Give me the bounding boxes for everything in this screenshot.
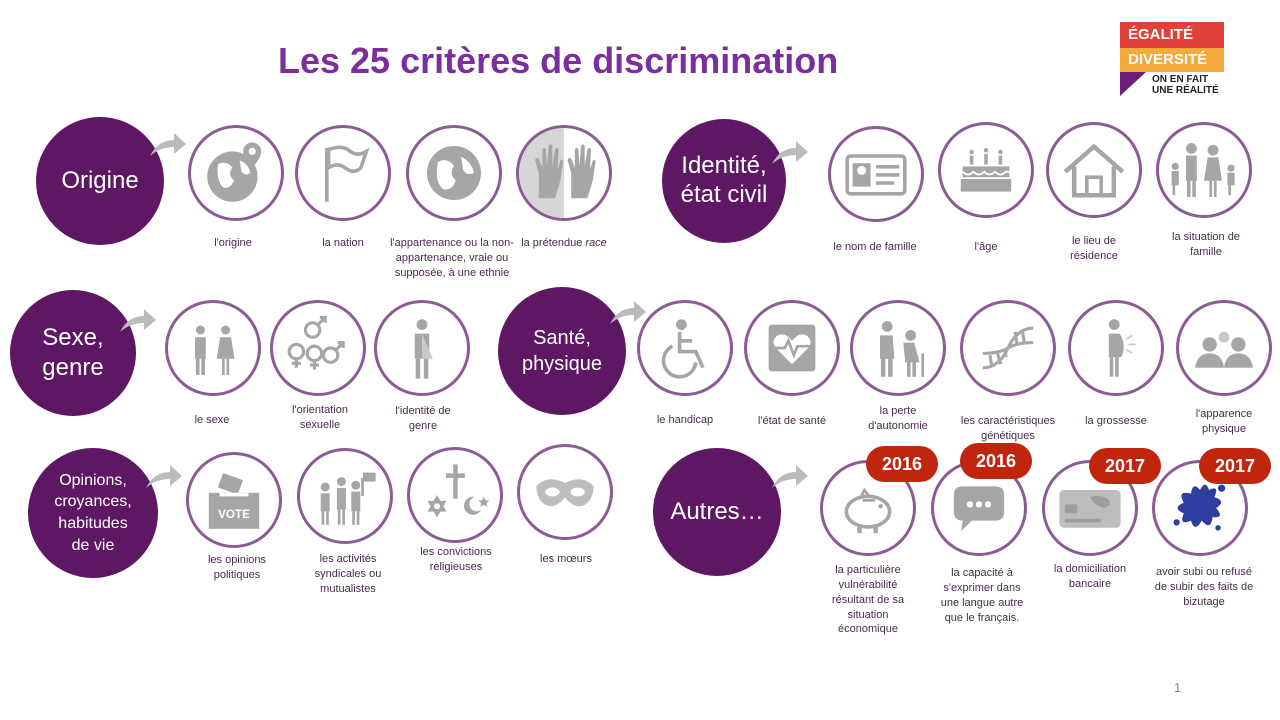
egalite-diversite-logo: ÉGALITÉ DIVERSITÉ ON EN FAIT UNE RÉALITÉ bbox=[1120, 22, 1224, 98]
criterion-genetique: les caractéristiques génétiques bbox=[960, 415, 1056, 442]
category-identite: Identité, état civil bbox=[662, 119, 786, 243]
year-badge: 2016 bbox=[960, 443, 1032, 479]
criterion-opinions: les opinions politiques bbox=[207, 554, 267, 581]
id-card-icon bbox=[828, 126, 924, 222]
criterion-moeurs: les mœurs bbox=[540, 553, 592, 565]
criterion-origine: l'origine bbox=[214, 237, 252, 249]
page-number: 1 bbox=[1174, 680, 1182, 695]
arrow-icon bbox=[120, 309, 156, 332]
globe-icon bbox=[406, 125, 502, 221]
elderly-icon bbox=[850, 300, 946, 396]
year-badge: 2017 bbox=[1199, 448, 1271, 484]
criterion-vulnerabilite: la particulière vulnérabilité résultant … bbox=[831, 564, 905, 636]
criterion-religieuses: les convictions religieuses bbox=[420, 546, 492, 573]
ballot-box-icon: VOTE bbox=[186, 452, 282, 548]
arrow-icon bbox=[146, 465, 182, 488]
category-sante: Santé, physique bbox=[498, 287, 626, 415]
family-icon bbox=[1156, 122, 1252, 218]
arrow-icon bbox=[610, 301, 646, 324]
vote-label: VOTE bbox=[218, 508, 250, 521]
criterion-autonomie: la perte d'autonomie bbox=[868, 405, 928, 432]
gender-identity-icon bbox=[374, 300, 470, 396]
year-badge: 2017 bbox=[1089, 448, 1161, 484]
logo-triangle bbox=[1120, 72, 1146, 96]
criterion-age: l'âge bbox=[974, 241, 998, 253]
birthday-cake-icon bbox=[938, 122, 1034, 218]
criterion-apparence: l'apparence physique bbox=[1195, 408, 1253, 435]
criterion-orientation: l'orientation sexuelle bbox=[292, 404, 348, 431]
dna-icon bbox=[960, 300, 1056, 396]
category-opinions: Opinions, croyances, habitudes de vie bbox=[28, 448, 158, 578]
criterion-grossesse: la grossesse bbox=[1085, 415, 1147, 427]
religious-symbols-icon bbox=[407, 447, 503, 543]
logo-line-1: ÉGALITÉ bbox=[1120, 22, 1224, 48]
category-autres: Autres… bbox=[653, 448, 781, 576]
category-sexe: Sexe, genre bbox=[10, 290, 136, 416]
arrow-icon bbox=[772, 465, 808, 488]
criterion-handicap: le handicap bbox=[656, 414, 714, 426]
pregnant-woman-icon bbox=[1068, 300, 1164, 396]
man-woman-icon bbox=[165, 300, 261, 396]
criterion-domiciliation: la domiciliation bancaire bbox=[1053, 563, 1127, 590]
criterion-sexe: le sexe bbox=[194, 414, 230, 426]
criterion-residence: le lieu de résidence bbox=[1070, 235, 1118, 262]
criterion-langue: la capacité à s'exprimer dans une langue… bbox=[940, 567, 1024, 624]
mask-icon bbox=[517, 444, 613, 540]
flag-icon bbox=[295, 125, 391, 221]
criterion-race: la prétendue race bbox=[521, 237, 607, 249]
protest-icon bbox=[297, 448, 393, 544]
criterion-nom: le nom de famille bbox=[833, 241, 917, 253]
wheelchair-icon bbox=[637, 300, 733, 396]
criterion-syndicales: les activités syndicales ou mutualistes bbox=[314, 553, 382, 595]
year-badge: 2016 bbox=[866, 446, 938, 482]
gender-symbols-icon bbox=[270, 300, 366, 396]
criterion-sante: l'état de santé bbox=[757, 415, 827, 427]
silhouettes-icon bbox=[1176, 300, 1272, 396]
logo-line-3: ON EN FAIT UNE RÉALITÉ bbox=[1152, 74, 1219, 96]
logo-line-2: DIVERSITÉ bbox=[1120, 48, 1224, 72]
hands-icon bbox=[516, 125, 612, 221]
house-icon bbox=[1046, 122, 1142, 218]
criterion-identite-genre: l'identité de genre bbox=[395, 405, 451, 432]
category-origine: Origine bbox=[36, 117, 164, 245]
criterion-ethnie: l'appartenance ou la non- appartenance, … bbox=[390, 237, 514, 279]
arrow-icon bbox=[772, 141, 808, 164]
criterion-nation: la nation bbox=[322, 237, 364, 249]
heart-monitor-icon bbox=[744, 300, 840, 396]
splash-icon bbox=[1152, 460, 1248, 556]
arrow-icon bbox=[150, 133, 186, 156]
criterion-famille: la situation de famille bbox=[1172, 231, 1240, 258]
criterion-bizutage: avoir subi ou refusé de subir des faits … bbox=[1154, 566, 1254, 608]
globe-pin-icon bbox=[188, 125, 284, 221]
page-title: Les 25 critères de discrimination bbox=[278, 40, 839, 81]
